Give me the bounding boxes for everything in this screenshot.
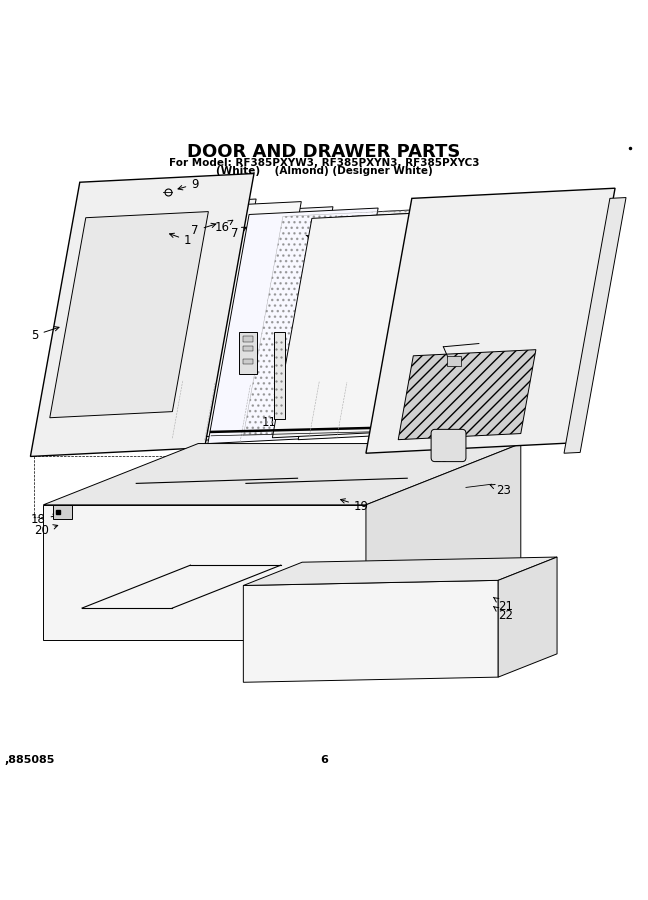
FancyBboxPatch shape [431,429,466,462]
Polygon shape [143,202,301,440]
Text: DOOR AND DRAWER PARTS: DOOR AND DRAWER PARTS [187,143,461,161]
Text: 2: 2 [554,256,568,271]
Polygon shape [98,199,256,437]
Text: 18: 18 [30,513,58,526]
Polygon shape [366,188,615,454]
Polygon shape [366,444,521,640]
Text: (White)    (Almond) (Designer White): (White) (Almond) (Designer White) [216,166,432,176]
Polygon shape [298,210,493,440]
Text: ,885085: ,885085 [5,755,55,765]
Text: 12: 12 [473,341,494,355]
Polygon shape [176,207,333,442]
Text: 22: 22 [493,607,513,622]
Text: 23: 23 [490,483,511,497]
Polygon shape [272,211,460,437]
Bar [243,359,253,364]
Text: 21: 21 [493,598,513,613]
Polygon shape [30,174,254,456]
Text: 10: 10 [433,449,449,465]
Text: 9: 9 [178,177,199,191]
Text: 1: 1 [170,233,192,247]
Polygon shape [564,198,626,454]
Text: For Model: RF385PXYW3, RF385PXYN3, RF385PXYC3: For Model: RF385PXYW3, RF385PXYN3, RF385… [168,158,480,168]
Polygon shape [244,580,498,682]
Text: 8: 8 [243,348,257,362]
Polygon shape [43,444,521,505]
Bar [273,332,285,419]
Text: 7: 7 [191,223,216,237]
Text: 14: 14 [571,266,592,282]
Text: 24: 24 [306,235,327,248]
Polygon shape [498,557,557,677]
Bar [53,505,73,519]
Text: 3: 3 [279,413,286,438]
Polygon shape [244,557,557,586]
Polygon shape [244,210,419,436]
Text: 5: 5 [31,327,59,342]
Text: 19: 19 [341,499,369,513]
Bar [243,346,253,351]
Text: 11: 11 [262,410,281,428]
Text: 15: 15 [464,334,485,346]
Bar [446,356,461,366]
Polygon shape [43,505,366,640]
Text: 6: 6 [320,755,328,765]
Polygon shape [208,208,378,444]
Text: 6: 6 [369,246,387,258]
Polygon shape [50,212,209,418]
Text: 16: 16 [214,220,233,234]
Text: 7: 7 [231,227,246,239]
Text: 20: 20 [34,524,58,537]
Polygon shape [399,350,536,440]
Text: 4: 4 [411,255,430,267]
Bar [239,332,257,374]
Bar [243,337,253,342]
